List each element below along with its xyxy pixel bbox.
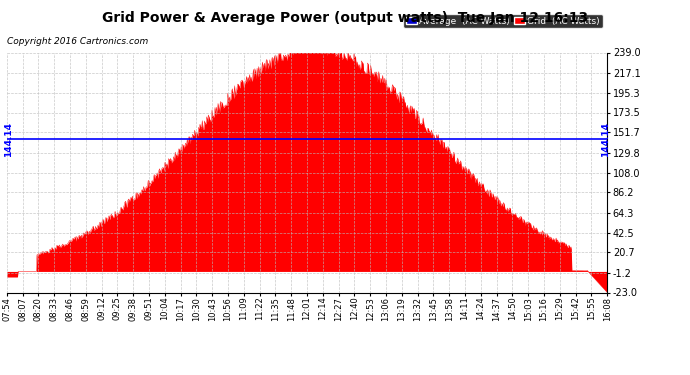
Text: Grid Power & Average Power (output watts)  Tue Jan 12 16:13: Grid Power & Average Power (output watts…	[102, 11, 588, 25]
Legend: Average  (AC Watts), Grid  (AC Watts): Average (AC Watts), Grid (AC Watts)	[403, 14, 602, 28]
Text: 144.14: 144.14	[601, 122, 610, 157]
Text: 144.14: 144.14	[4, 122, 13, 157]
Text: Copyright 2016 Cartronics.com: Copyright 2016 Cartronics.com	[7, 38, 148, 46]
